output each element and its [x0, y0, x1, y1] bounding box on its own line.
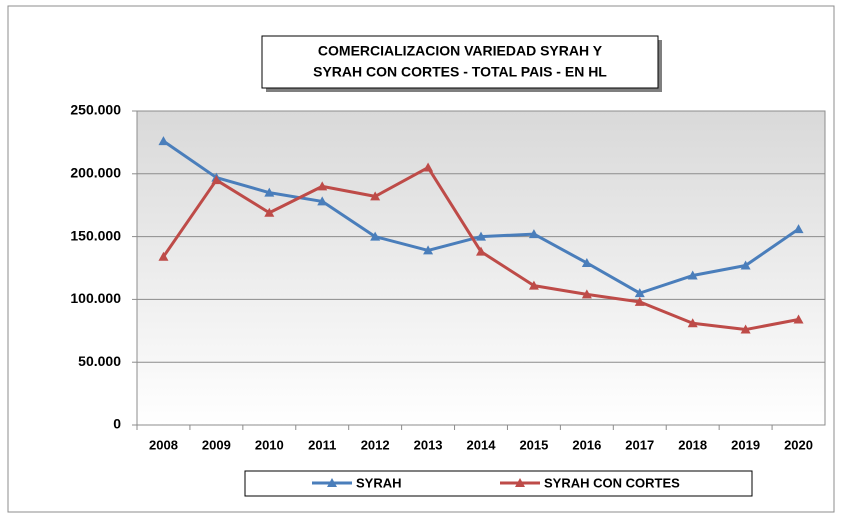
marker [793, 224, 804, 234]
marker [158, 136, 169, 146]
x-tick-label: 2012 [361, 437, 390, 452]
x-tick-label: 2010 [255, 437, 284, 452]
y-tick-label: 250.000 [70, 102, 121, 118]
marker [581, 289, 592, 299]
y-tick-label: 50.000 [78, 353, 121, 369]
legend-marker [515, 478, 525, 487]
marker [528, 229, 539, 239]
marker [528, 280, 539, 290]
marker [634, 288, 645, 298]
x-tick-label: 2017 [625, 437, 654, 452]
marker [264, 207, 275, 217]
marker [370, 231, 381, 241]
marker [793, 314, 804, 324]
x-tick-label: 2014 [467, 437, 497, 452]
marker [476, 231, 486, 241]
marker [740, 324, 751, 334]
marker [211, 175, 222, 185]
marker [634, 296, 645, 306]
marker [476, 246, 486, 256]
y-tick-label: 100.000 [70, 290, 121, 306]
marker [687, 318, 698, 328]
legend-label: SYRAH CON CORTES [544, 475, 680, 490]
x-tick-label: 2009 [202, 437, 231, 452]
x-tick-label: 2015 [519, 437, 548, 452]
marker [370, 191, 381, 201]
marker [740, 260, 751, 270]
x-tick-label: 2008 [149, 437, 178, 452]
marker [687, 270, 698, 280]
marker [423, 162, 434, 172]
marker [264, 187, 275, 197]
title-box [261, 35, 659, 89]
marker [317, 181, 328, 191]
marker [317, 196, 328, 206]
x-tick-label: 2019 [731, 437, 760, 452]
x-tick-label: 2016 [572, 437, 601, 452]
y-tick-label: 200.000 [70, 165, 121, 181]
x-tick-label: 2011 [308, 437, 336, 452]
y-tick-label: 0 [113, 416, 121, 432]
x-tick-label: 2018 [678, 437, 707, 452]
marker [158, 251, 169, 261]
marker [581, 257, 592, 267]
y-tick-label: 150.000 [70, 227, 121, 243]
x-tick-label: 2020 [784, 437, 813, 452]
marker [423, 245, 434, 255]
chart-title: SYRAH CON CORTES - TOTAL PAIS - EN HL [313, 64, 607, 80]
legend-label: SYRAH [356, 475, 402, 490]
x-tick-label: 2013 [414, 437, 443, 452]
legend-marker [327, 478, 337, 487]
chart-title: COMERCIALIZACION VARIEDAD SYRAH Y [318, 43, 603, 59]
plot-area [136, 110, 826, 426]
